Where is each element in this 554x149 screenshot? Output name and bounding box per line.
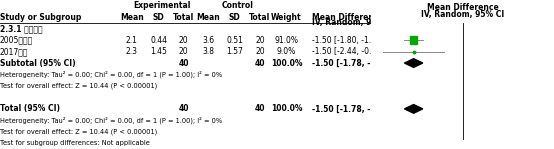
Text: Total: Total	[249, 13, 270, 22]
Text: 2.3: 2.3	[126, 47, 138, 56]
Text: Mean Difference: Mean Difference	[427, 3, 499, 12]
Text: -1.50 [-1.78, -1.22]: -1.50 [-1.78, -1.22]	[312, 104, 392, 113]
Text: 3.6: 3.6	[203, 36, 214, 45]
Text: Test for subgroup differences: Not applicable: Test for subgroup differences: Not appli…	[0, 140, 150, 146]
Text: Test for overall effect: Z = 10.44 (P < 0.00001): Test for overall effect: Z = 10.44 (P < …	[0, 83, 157, 89]
Text: 100.0%: 100.0%	[271, 104, 302, 113]
Text: 0.44: 0.44	[150, 36, 167, 45]
Text: 1.45: 1.45	[151, 47, 167, 56]
Text: -1.50 [-1.78, -1.22]: -1.50 [-1.78, -1.22]	[312, 59, 392, 67]
Text: 3.8: 3.8	[203, 47, 214, 56]
Text: Total: Total	[173, 13, 194, 22]
Text: Experimental: Experimental	[133, 1, 190, 10]
Text: Mean: Mean	[120, 13, 143, 22]
Text: Test for overall effect: Z = 10.44 (P < 0.00001): Test for overall effect: Z = 10.44 (P < …	[0, 129, 157, 135]
Text: 2017崔高: 2017崔高	[0, 47, 28, 56]
Text: 0.51: 0.51	[226, 36, 243, 45]
Polygon shape	[404, 59, 423, 67]
Bar	[411, 36, 417, 44]
Text: 2.1: 2.1	[126, 36, 138, 45]
Text: 2005张建去: 2005张建去	[0, 36, 33, 45]
Text: -1.50 [-1.80, -1.20]: -1.50 [-1.80, -1.20]	[312, 36, 383, 45]
Text: Mean Difference: Mean Difference	[312, 13, 383, 22]
Text: SD: SD	[153, 13, 165, 22]
Text: Mean: Mean	[197, 13, 220, 22]
Text: 100.0%: 100.0%	[271, 59, 302, 67]
Text: 20: 20	[179, 47, 188, 56]
Text: 9.0%: 9.0%	[277, 47, 296, 56]
Text: IV, Random, 95% CI: IV, Random, 95% CI	[421, 10, 504, 19]
Text: SD: SD	[229, 13, 240, 22]
Text: Subtotal (95% CI): Subtotal (95% CI)	[0, 59, 76, 67]
Text: IV, Random, 95% CI: IV, Random, 95% CI	[312, 18, 395, 27]
Text: Study or Subgroup: Study or Subgroup	[0, 13, 81, 22]
Text: Heterogeneity: Tau² = 0.00; Chi² = 0.00, df = 1 (P = 1.00); I² = 0%: Heterogeneity: Tau² = 0.00; Chi² = 0.00,…	[0, 117, 222, 124]
Text: 20: 20	[255, 36, 265, 45]
Text: 40: 40	[178, 104, 189, 113]
Text: 91.0%: 91.0%	[275, 36, 299, 45]
Text: 40: 40	[255, 104, 265, 113]
Text: -1.50 [-2.44, -0.56]: -1.50 [-2.44, -0.56]	[312, 47, 384, 56]
Text: 20: 20	[179, 36, 188, 45]
Text: 20: 20	[255, 47, 265, 56]
Text: Heterogeneity: Tau² = 0.00; Chi² = 0.00, df = 1 (P = 1.00); I² = 0%: Heterogeneity: Tau² = 0.00; Chi² = 0.00,…	[0, 71, 222, 78]
Text: Control: Control	[222, 1, 254, 10]
Polygon shape	[404, 105, 423, 113]
Text: 40: 40	[255, 59, 265, 67]
Text: 1.57: 1.57	[226, 47, 243, 56]
Text: Total (95% CI): Total (95% CI)	[0, 104, 60, 113]
Text: 40: 40	[178, 59, 189, 67]
Text: Weight: Weight	[271, 13, 302, 22]
Text: 2.3.1 常规治疗: 2.3.1 常规治疗	[0, 24, 43, 33]
